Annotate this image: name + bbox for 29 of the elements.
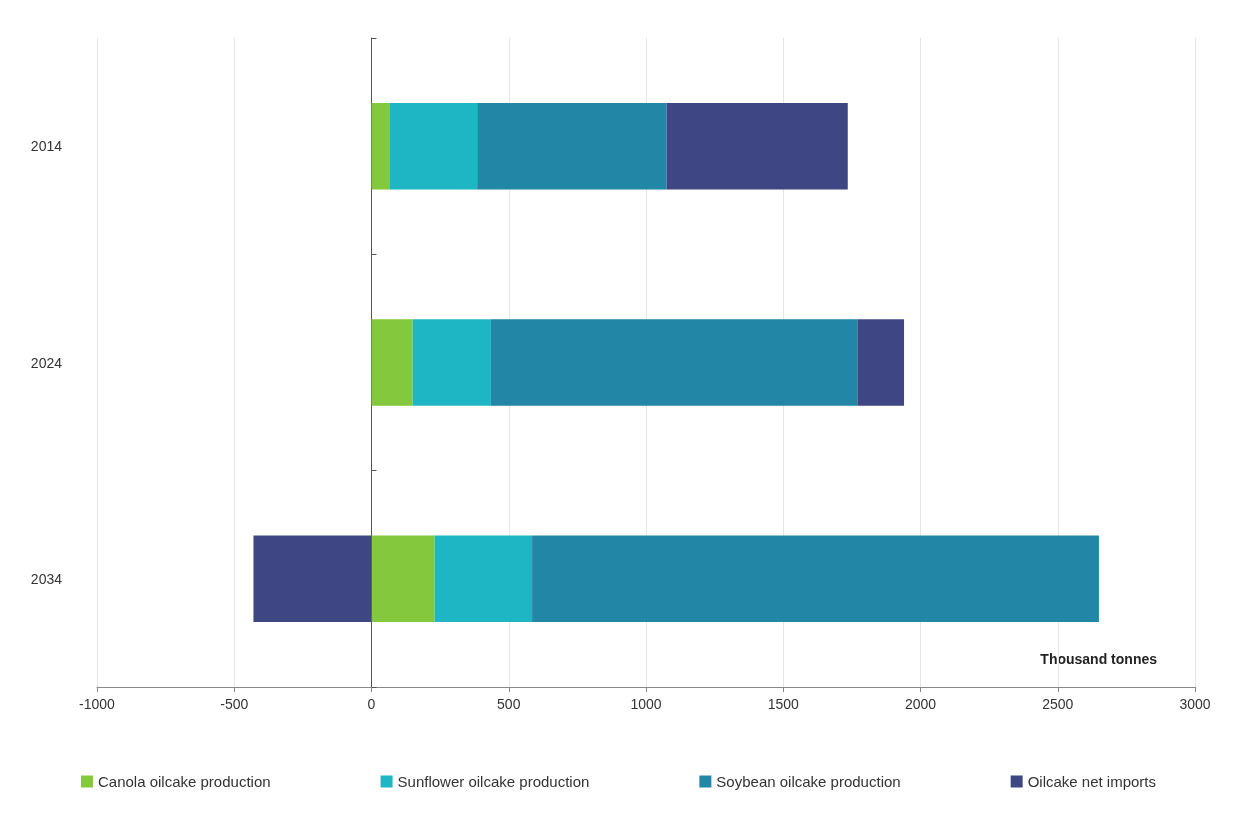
x-tick-label: -1000 — [79, 696, 116, 712]
bar — [477, 102, 667, 190]
bar — [532, 535, 1099, 623]
y-tick-label: 2024 — [30, 354, 63, 371]
legend-label: Soybean oilcake production — [716, 773, 901, 790]
legend-label: Sunflower oilcake production — [397, 773, 590, 790]
x-tick-label: 500 — [497, 696, 521, 712]
bar — [857, 319, 905, 406]
y-tick-label: 2034 — [30, 570, 63, 587]
x-tick-label: 2500 — [1042, 696, 1074, 712]
bar — [371, 535, 435, 623]
bar — [371, 102, 390, 190]
x-tick-label: 0 — [367, 696, 376, 712]
x-tick-label: -500 — [220, 696, 249, 712]
bar — [434, 535, 533, 623]
bar — [666, 102, 848, 190]
bar — [490, 319, 858, 406]
x-tick-label: 3000 — [1179, 696, 1211, 712]
bar — [412, 319, 491, 406]
y-tick-label: 2014 — [30, 138, 63, 155]
x-tick-label: 2000 — [904, 696, 937, 712]
bar — [389, 102, 478, 190]
x-tick-label: 1500 — [767, 696, 800, 712]
bar — [253, 535, 372, 623]
bar — [371, 319, 413, 406]
x-tick-label: 1000 — [630, 696, 662, 712]
legend-label: Oilcake net imports — [1027, 773, 1157, 790]
legend-label: Canola oilcake production — [97, 773, 271, 790]
x-axis-title: Thousand tonnes — [1040, 651, 1158, 667]
